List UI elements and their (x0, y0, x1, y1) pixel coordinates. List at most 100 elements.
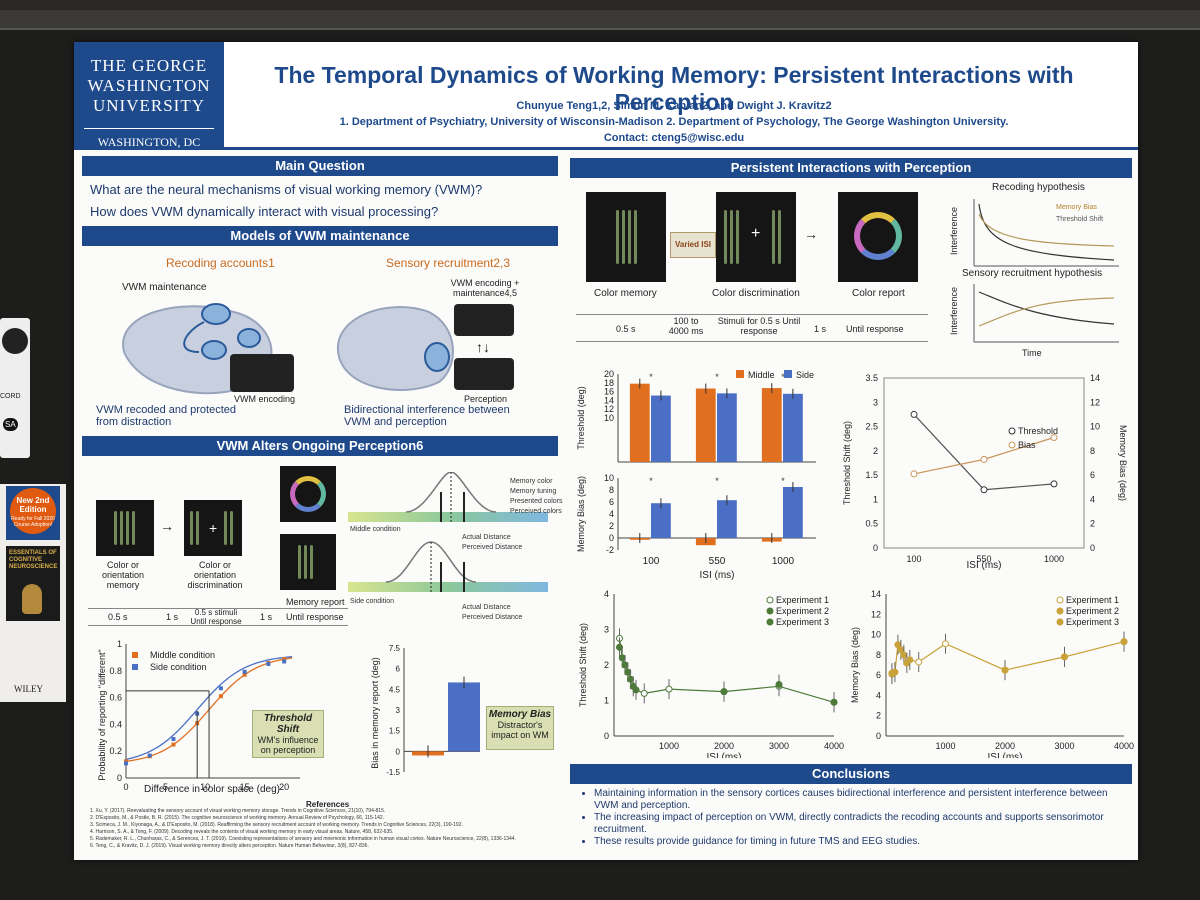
significance-mark: * (649, 372, 653, 382)
book-ad-card: New 2nd Edition Ready for Fall 2020 Cour… (0, 484, 66, 702)
bias-ylabel: Bias in memory report (deg) (370, 657, 380, 769)
significance-mark: * (715, 476, 719, 486)
y-tick-label: 3 (873, 397, 878, 407)
significance-mark: * (781, 476, 785, 486)
point-experiment-2 (891, 668, 899, 676)
legend-marker (1056, 607, 1064, 615)
persistent-heading: Persistent Interactions with Perception (570, 158, 1132, 178)
y-right-tick-label: 6 (1090, 470, 1095, 480)
p-tl-5: Until response (846, 324, 904, 334)
legend-marker (766, 596, 774, 604)
point-experiment-2 (618, 654, 626, 662)
y-tick-label: 7.5 (389, 644, 401, 653)
legend-memory-tuning: Memory tuning (510, 488, 557, 495)
p-stim-report (838, 192, 918, 282)
tl-left-5: Until response (286, 612, 344, 622)
recoding-hyp-title: Recoding hypothesis (992, 182, 1085, 193)
y-tick-label: 2 (609, 521, 614, 531)
sensory-hyp-chart (973, 284, 1119, 343)
affiliations: 1. Department of Psychiatry, University … (339, 116, 1009, 128)
book-cover: ESSENTIALS OF COGNITIVE NEUROSCIENCE (6, 546, 60, 621)
stim-discrimination: + (184, 500, 242, 556)
bias-bar (448, 682, 480, 752)
point-middle (282, 657, 287, 662)
p-tl-4: 1 s (814, 324, 827, 334)
x-tick-label: 4000 (824, 741, 844, 751)
bar-side-550 (717, 393, 737, 462)
point-experiment-3 (775, 681, 783, 689)
significance-mark: * (649, 476, 653, 486)
y-right-tick-label: 14 (1090, 373, 1100, 383)
y-axis-label: Threshold (deg) (576, 386, 586, 450)
time-label: Time (1022, 348, 1042, 358)
logo-city: WASHINGTON, DC (84, 128, 214, 150)
psy-ylabel: Probability of reporting "different" (97, 649, 107, 781)
legend-perceived: Perceived colors (510, 508, 562, 515)
threshold-shift-title: Threshold Shift (263, 713, 313, 735)
middle-condition-label: Middle condition (350, 526, 401, 533)
y-tick-label: 0 (873, 543, 878, 553)
ref-1: 1. Xu, Y. (2017). Reevaluating the senso… (90, 808, 386, 814)
bar-side-100 (651, 503, 671, 538)
bias-bar-chart: 7.5 6 4.5 3 1.5 0 -1.5 (386, 644, 480, 777)
legend-middle-swatch (736, 370, 744, 378)
vwm-encoding-label: VWM encoding (234, 394, 296, 404)
legend-side-swatch (132, 664, 138, 670)
legend-side-label: Side (796, 370, 814, 380)
legend-label: Experiment 3 (1066, 617, 1119, 627)
y-right-tick-label: 12 (1090, 397, 1100, 407)
y-tick-label: 10 (604, 473, 614, 483)
point-experiment-3 (1001, 666, 1009, 674)
x-tick-label: 550 (709, 556, 726, 567)
x-axis-label: ISI (ms) (707, 752, 742, 758)
p-color-memory: Color memory (594, 288, 657, 299)
x-tick-label: 1000 (772, 556, 795, 567)
point-threshold (910, 410, 918, 418)
stim1-label: Color or orientation memory (101, 560, 145, 590)
x-tick-label: 1000 (1044, 554, 1064, 564)
y-tick-label: 16 (604, 387, 614, 397)
new-edition-text: New 2nd Edition (16, 496, 50, 514)
memory-bias-bar-chart: 10 8 6 4 2 0 -2 * 100 * 550 * 1000 Memory Bias (deg) I… (576, 473, 816, 580)
x-tick-label: 1000 (659, 741, 679, 751)
contact: Contact: cteng5@wisc.edu (603, 132, 745, 144)
p-tl-2: 100 to 4000 ms (668, 316, 704, 336)
y-right-tick-label: 8 (1090, 446, 1095, 456)
y-tick-label: 4 (609, 509, 614, 519)
poster: THE GEORGE WASHINGTON UNIVERSITY WASHING… (74, 42, 1138, 860)
y-tick-label: 3 (396, 706, 401, 715)
y-right-tick-label: 4 (1090, 494, 1095, 504)
point-side (242, 669, 247, 674)
p-tl-1: 0.5 s (616, 324, 636, 334)
p-stim-memory (586, 192, 666, 282)
p-color-report: Color report (852, 288, 905, 299)
point-experiment-3 (720, 688, 728, 696)
perception-label: Perception (464, 394, 508, 404)
y-tick-label: 10 (604, 413, 614, 423)
y-axis-label: Memory Bias (deg) (576, 476, 586, 552)
x-tick-label: 100 (643, 556, 660, 567)
x-tick-label: 550 (976, 554, 991, 564)
y-tick-label: 14 (604, 395, 614, 405)
y-tick-label: 1.5 (389, 727, 401, 736)
point-middle (171, 742, 176, 747)
legend-marker (1056, 618, 1064, 626)
varied-isi-label: Varied ISI (674, 240, 712, 249)
y-tick-label: 0 (876, 731, 881, 741)
badge-card: CORD SA (0, 318, 30, 458)
ref-6: 6. Teng, C., & Kravitz, D. J. (2019). Vi… (90, 843, 369, 849)
legend-memory-color: Memory color (510, 478, 553, 485)
ready-text: Ready for Fall 2020 Course Adoption! (11, 516, 55, 528)
y-tick-label: 1 (604, 696, 609, 706)
x-tick-label: 0 (123, 782, 128, 792)
x-axis-label: ISI (ms) (700, 570, 735, 580)
vwm-enc-maint-label: VWM encoding + maintenance4,5 (450, 278, 520, 298)
y-tick-label: 6 (609, 497, 614, 507)
ref-4: 4. Harrison, S. A., & Tong, F. (2009). D… (90, 829, 394, 835)
point-side (124, 761, 128, 766)
legend-marker (1056, 596, 1064, 604)
x-axis-label: ISI (ms) (967, 560, 1002, 571)
bar-side-1000 (783, 487, 803, 538)
